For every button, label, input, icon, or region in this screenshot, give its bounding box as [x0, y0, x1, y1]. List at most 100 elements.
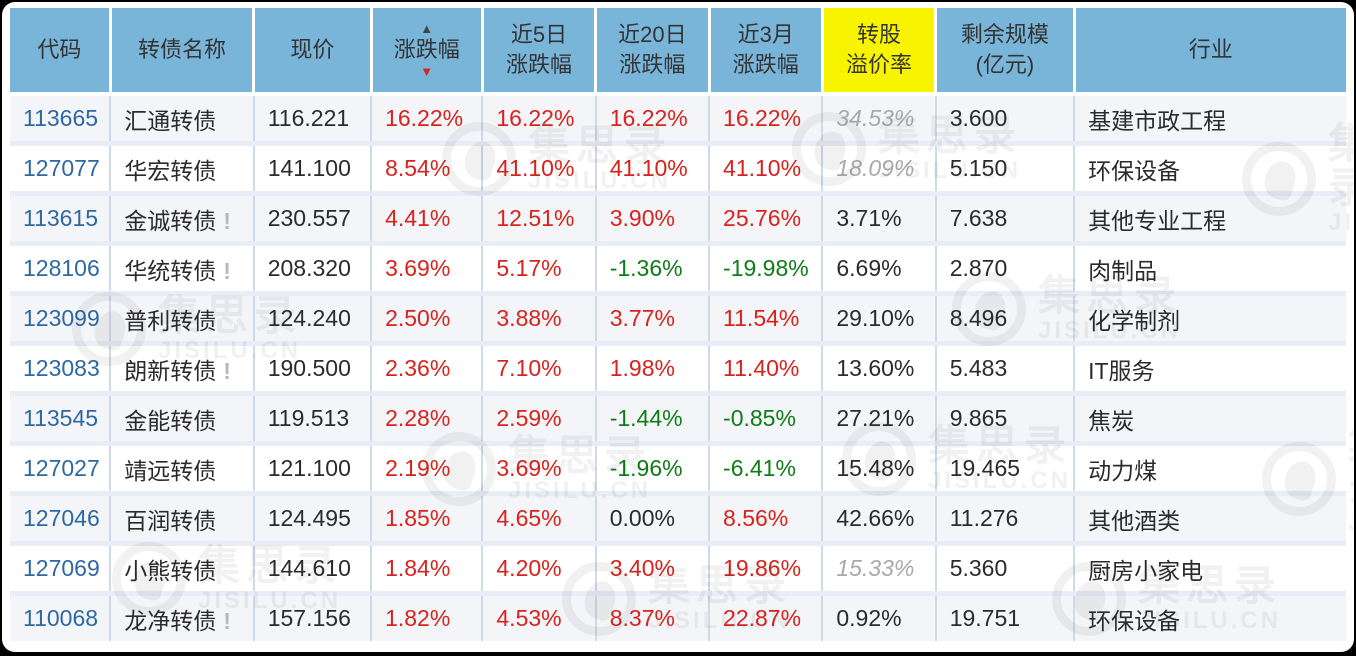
cell-code: 123099	[10, 293, 112, 346]
cell-chg: 8.54%	[371, 143, 484, 196]
cell-code: 123083	[10, 343, 112, 396]
column-header-change-3m[interactable]: 近3月 涨跌幅	[709, 8, 824, 96]
warning-icon: !	[223, 257, 231, 284]
cell-name: 朗新转债!	[110, 343, 255, 396]
cell-premium: 6.69%	[822, 243, 937, 296]
cell-chg3m: 25.76%	[709, 193, 824, 246]
cell-price: 121.100	[253, 443, 373, 496]
table-header: 代码 转债名称 现价 ▲ 涨跌幅 ▼ 近5日 涨跌幅 近20日 涨跌幅	[10, 8, 1346, 96]
cell-code: 113615	[10, 193, 112, 246]
bond-name: 朗新转债	[124, 357, 217, 384]
cell-code: 110068	[10, 593, 112, 641]
cell-premium: 42.66%	[822, 493, 937, 546]
cell-size: 2.870	[935, 243, 1076, 296]
cell-size: 19.751	[935, 593, 1076, 641]
cell-premium: 0.92%	[822, 593, 937, 641]
column-header-premium[interactable]: 转股 溢价率	[822, 8, 938, 96]
column-header-industry[interactable]: 行业	[1074, 8, 1346, 96]
cell-industry: IT服务	[1074, 343, 1346, 396]
cell-chg3m: 16.22%	[709, 94, 824, 146]
cell-chg5: 4.65%	[482, 493, 597, 546]
cell-name: 普利转债	[110, 293, 255, 346]
cell-chg3m: 11.54%	[709, 293, 824, 346]
bond-name: 百润转债	[124, 507, 217, 534]
column-header-size[interactable]: 剩余规模 (亿元)	[935, 8, 1076, 96]
bond-code-link[interactable]: 127077	[23, 155, 100, 181]
cell-chg: 3.69%	[371, 243, 484, 296]
cell-premium: 3.71%	[822, 193, 937, 246]
cell-chg5: 41.10%	[482, 143, 597, 196]
cell-size: 11.276	[935, 493, 1076, 546]
bond-code-link[interactable]: 113665	[23, 105, 99, 131]
cell-price: 230.557	[253, 193, 373, 246]
bond-code-link[interactable]: 127069	[23, 555, 100, 581]
cell-industry: 环保设备	[1074, 593, 1346, 641]
cell-chg20: 1.98%	[595, 343, 711, 396]
cell-chg: 2.50%	[371, 293, 484, 346]
cell-chg20: -1.96%	[595, 443, 711, 496]
cell-premium: 18.09%	[822, 143, 937, 196]
bond-code-link[interactable]: 123099	[23, 305, 100, 331]
column-header-name[interactable]: 转债名称	[110, 8, 256, 96]
watermark-site-text: JISILU.CN	[1348, 510, 1354, 535]
bond-name: 靖远转债	[124, 457, 217, 484]
table-row: 113545 金能转债 119.513 2.28% 2.59% -1.44% -0.85% 2…	[10, 393, 1346, 446]
cell-premium: 13.60%	[822, 343, 937, 396]
cell-chg20: 41.10%	[595, 143, 711, 196]
bond-code-link[interactable]: 113615	[23, 205, 99, 231]
cell-chg3m: 11.40%	[709, 343, 824, 396]
bond-code-link[interactable]: 123083	[23, 355, 100, 381]
bond-name: 普利转债	[124, 307, 217, 334]
cell-size: 7.638	[935, 193, 1076, 246]
bond-code-link[interactable]: 128106	[23, 255, 100, 281]
table-row: 127077 华宏转债 141.100 8.54% 41.10% 41.10% 41.10%…	[10, 143, 1346, 196]
cell-chg5: 16.22%	[482, 94, 597, 146]
column-header-price[interactable]: 现价	[253, 8, 373, 96]
cell-chg5: 3.88%	[482, 293, 597, 346]
bond-name: 华宏转债	[124, 157, 217, 184]
table-row: 123099 普利转债 124.240 2.50% 3.88% 3.77% 11.54% 29…	[10, 293, 1346, 346]
column-header-change[interactable]: ▲ 涨跌幅 ▼	[371, 8, 484, 96]
column-header-change-label: 涨跌幅	[393, 37, 460, 63]
cell-name: 靖远转债	[110, 443, 255, 496]
cell-chg3m: -19.98%	[709, 243, 824, 296]
column-header-code[interactable]: 代码	[10, 8, 112, 96]
cell-industry: 化学制剂	[1074, 293, 1346, 346]
table-row: 127027 靖远转债 121.100 2.19% 3.69% -1.96% -6.41% 1…	[10, 443, 1346, 496]
cell-name: 汇通转债	[110, 94, 255, 146]
table-row: 113615 金诚转债! 230.557 4.41% 12.51% 3.90% 25.76%…	[10, 193, 1346, 246]
cell-chg20: 16.22%	[595, 94, 711, 146]
column-header-change-20d[interactable]: 近20日 涨跌幅	[595, 8, 711, 96]
sort-desc-icon[interactable]: ▼	[420, 63, 434, 79]
cell-size: 5.360	[935, 543, 1076, 596]
convertible-bond-table: 代码 转债名称 现价 ▲ 涨跌幅 ▼ 近5日 涨跌幅 近20日 涨跌幅	[10, 8, 1346, 641]
cell-industry: 焦炭	[1074, 393, 1346, 446]
cell-name: 金诚转债!	[110, 193, 255, 246]
cell-industry: 其他酒类	[1074, 493, 1346, 546]
cell-price: 141.100	[253, 143, 373, 196]
cell-chg5: 4.20%	[482, 543, 597, 596]
bond-code-link[interactable]: 127027	[23, 455, 100, 481]
bond-code-link[interactable]: 110068	[23, 605, 99, 631]
cell-chg3m: -6.41%	[709, 443, 824, 496]
cell-industry: 厨房小家电	[1074, 543, 1346, 596]
column-header-change-5d[interactable]: 近5日 涨跌幅	[482, 8, 598, 96]
cell-size: 5.150	[935, 143, 1076, 196]
cell-price: 157.156	[253, 593, 373, 641]
cell-code: 128106	[10, 243, 112, 296]
bond-code-link[interactable]: 113545	[23, 405, 99, 431]
cell-industry: 肉制品	[1074, 243, 1346, 296]
cell-name: 华统转债!	[110, 243, 255, 296]
cell-premium: 34.53%	[822, 94, 937, 146]
sort-asc-icon[interactable]: ▲	[420, 21, 434, 37]
bond-code-link[interactable]: 127046	[23, 505, 100, 531]
cell-chg20: 3.77%	[595, 293, 711, 346]
cell-price: 116.221	[253, 94, 373, 146]
cell-chg5: 5.17%	[482, 243, 597, 296]
cell-chg: 1.84%	[371, 543, 484, 596]
cell-chg3m: -0.85%	[709, 393, 824, 446]
cell-chg: 2.19%	[371, 443, 484, 496]
bond-name: 金能转债	[124, 407, 217, 434]
table-row: 128106 华统转债! 208.320 3.69% 5.17% -1.36% -19.98…	[10, 243, 1346, 296]
warning-icon: !	[223, 607, 231, 634]
